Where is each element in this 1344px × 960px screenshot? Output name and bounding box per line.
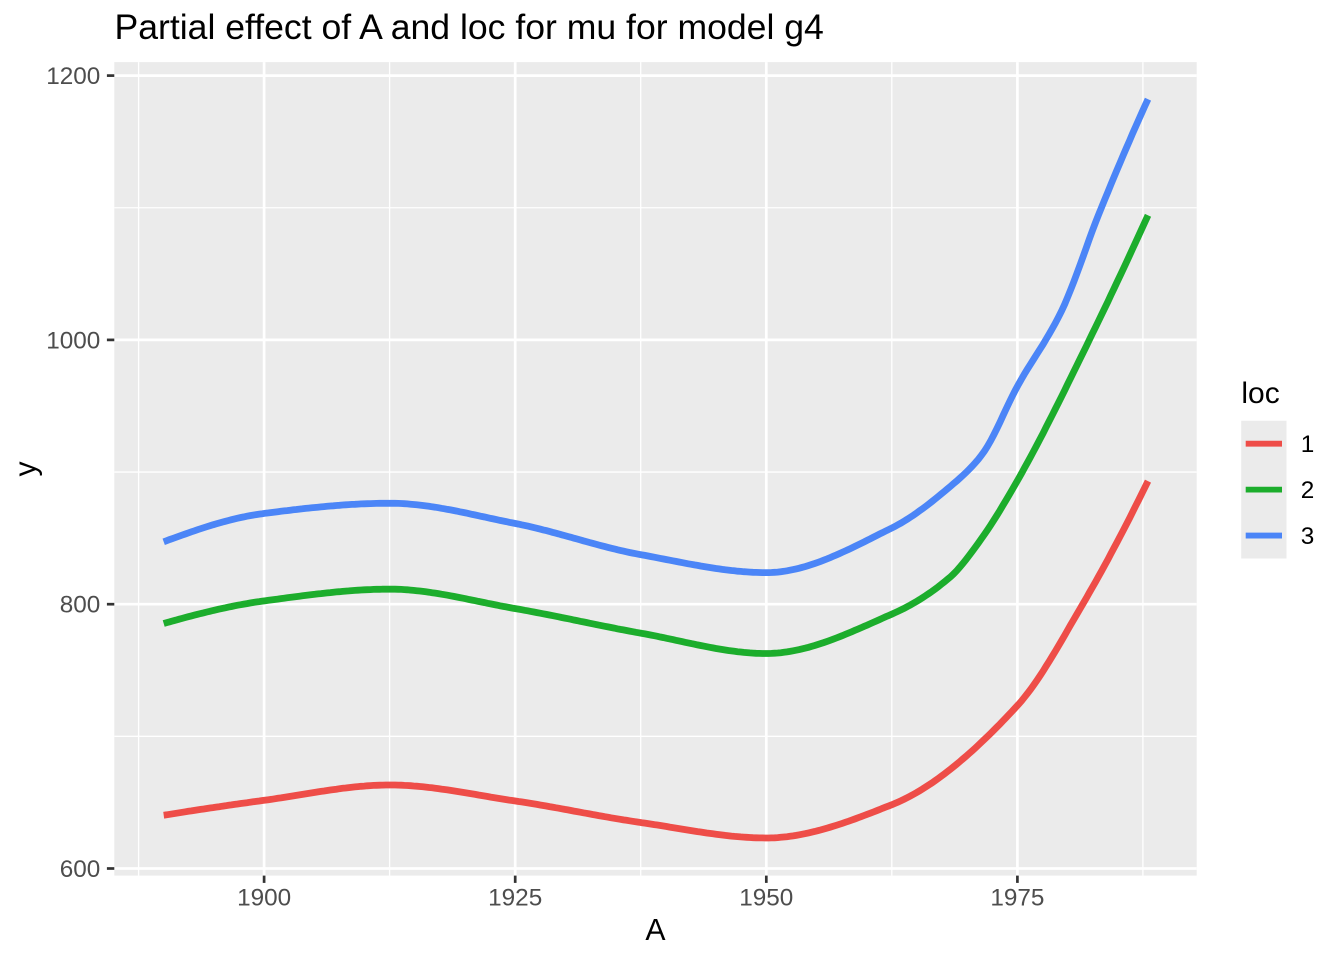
svg-text:1950: 1950 xyxy=(739,885,793,912)
svg-text:Partial effect of A and loc fo: Partial effect of A and loc for mu for m… xyxy=(115,7,824,47)
svg-text:800: 800 xyxy=(60,592,101,619)
svg-text:1975: 1975 xyxy=(990,885,1044,912)
svg-text:3: 3 xyxy=(1301,523,1315,550)
svg-text:loc: loc xyxy=(1241,377,1279,410)
svg-text:1900: 1900 xyxy=(237,885,291,912)
svg-text:1000: 1000 xyxy=(46,327,100,354)
svg-text:y: y xyxy=(9,460,42,476)
svg-text:600: 600 xyxy=(60,856,101,883)
svg-text:A: A xyxy=(645,914,666,947)
svg-text:1925: 1925 xyxy=(488,885,542,912)
svg-text:1: 1 xyxy=(1301,431,1315,458)
svg-text:1200: 1200 xyxy=(46,63,100,90)
svg-text:2: 2 xyxy=(1301,477,1315,504)
